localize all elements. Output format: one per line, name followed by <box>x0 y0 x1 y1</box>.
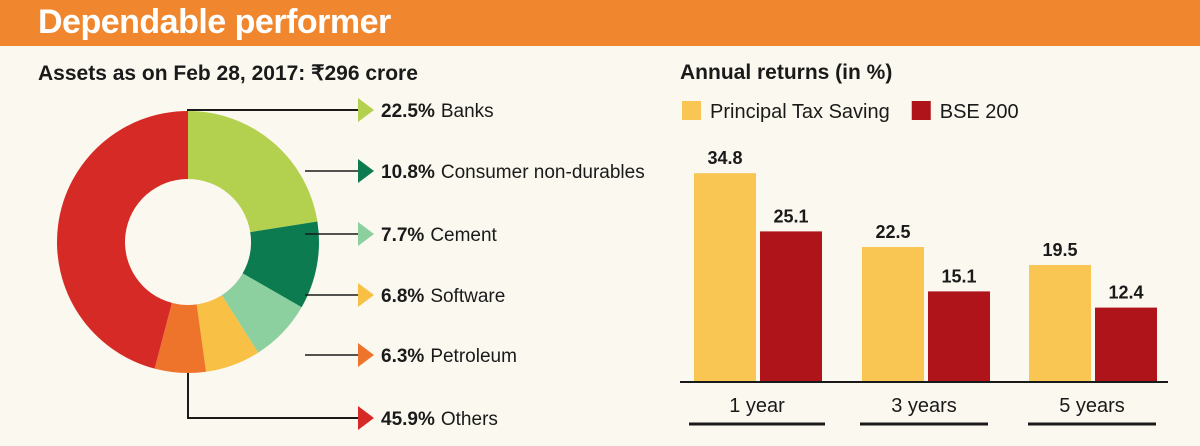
donut-label-value: 22.5% <box>381 101 435 122</box>
page-title: Dependable performer <box>38 3 391 41</box>
bar-principal <box>1029 265 1091 382</box>
x-tick-label: 1 year <box>729 395 785 417</box>
x-tick-label: 5 years <box>1059 395 1125 417</box>
legend-arrow-icon <box>358 343 374 367</box>
legend-swatch <box>682 101 701 120</box>
bar-bse200 <box>928 291 990 382</box>
donut-label-name: Software <box>430 286 505 307</box>
legend-arrow-icon <box>358 98 374 122</box>
bar-bse200 <box>760 231 822 382</box>
donut-label-value: 7.7% <box>381 225 424 246</box>
donut-slice-software <box>196 295 259 372</box>
donut-label-name: Consumer non-durables <box>441 162 645 183</box>
donut-label-value: 45.9% <box>381 409 435 430</box>
donut-hole <box>126 180 250 304</box>
bar-value-label: 22.5 <box>875 222 910 242</box>
donut-label-value: 6.8% <box>381 286 424 307</box>
donut-label-name: Petroleum <box>430 346 517 367</box>
donut-label-name: Banks <box>441 101 494 122</box>
legend-label: BSE 200 <box>940 101 1019 123</box>
bar-principal <box>694 173 756 382</box>
legend-label: Principal Tax Saving <box>710 101 890 123</box>
legend-arrow-icon <box>358 159 374 183</box>
bar-value-label: 12.4 <box>1108 283 1143 303</box>
legend-arrow-icon <box>358 283 374 307</box>
donut-slice-others <box>57 110 189 369</box>
bar-principal <box>862 247 924 382</box>
bar-bse200 <box>1095 307 1157 382</box>
bar-value-label: 34.8 <box>707 148 742 168</box>
bar-value-label: 25.1 <box>773 206 808 226</box>
header-bar: Dependable performer <box>0 0 1200 46</box>
donut-chart-title: Assets as on Feb 28, 2017: ₹296 crore <box>38 62 418 85</box>
legend-arrow-icon <box>358 222 374 246</box>
legend-arrow-icon <box>358 406 374 430</box>
donut-connector-bottom <box>187 373 358 419</box>
donut-label-value: 10.8% <box>381 162 435 183</box>
donut-slice-consumer-non-durables <box>242 221 319 308</box>
donut-slice-cement <box>221 273 302 353</box>
donut-slice-petroleum <box>154 302 207 374</box>
legend-swatch <box>911 101 931 120</box>
bar-value-label: 15.1 <box>941 266 976 286</box>
donut-label-value: 6.3% <box>381 346 424 367</box>
bar-value-label: 19.5 <box>1042 240 1077 260</box>
donut-label-name: Others <box>441 409 498 430</box>
donut-connector-top <box>187 109 358 111</box>
bar-chart-title: Annual returns (in %) <box>680 61 893 84</box>
donut-slice-banks <box>188 111 318 233</box>
donut-label-name: Cement <box>430 225 497 246</box>
x-tick-label: 3 years <box>891 395 957 417</box>
